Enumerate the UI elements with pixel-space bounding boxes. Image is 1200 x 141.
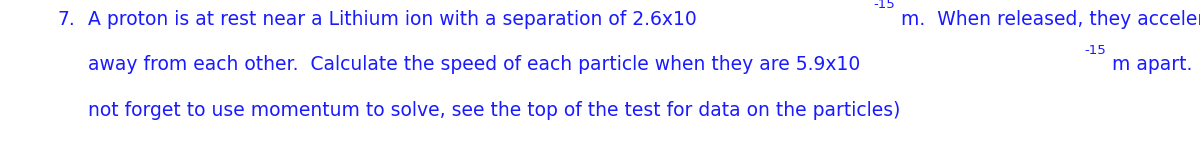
Text: 7.: 7.: [58, 10, 76, 29]
Text: A proton is at rest near a Lithium ion with a separation of 2.6x10: A proton is at rest near a Lithium ion w…: [88, 10, 696, 29]
Text: away from each other.  Calculate the speed of each particle when they are 5.9x10: away from each other. Calculate the spee…: [88, 56, 860, 74]
Text: -15: -15: [874, 0, 895, 11]
Text: m.  When released, they accelerate: m. When released, they accelerate: [901, 10, 1200, 29]
Text: not forget to use momentum to solve, see the top of the test for data on the par: not forget to use momentum to solve, see…: [88, 101, 900, 120]
Text: -15: -15: [1084, 44, 1106, 57]
Text: m apart. (hints: do: m apart. (hints: do: [1112, 56, 1200, 74]
